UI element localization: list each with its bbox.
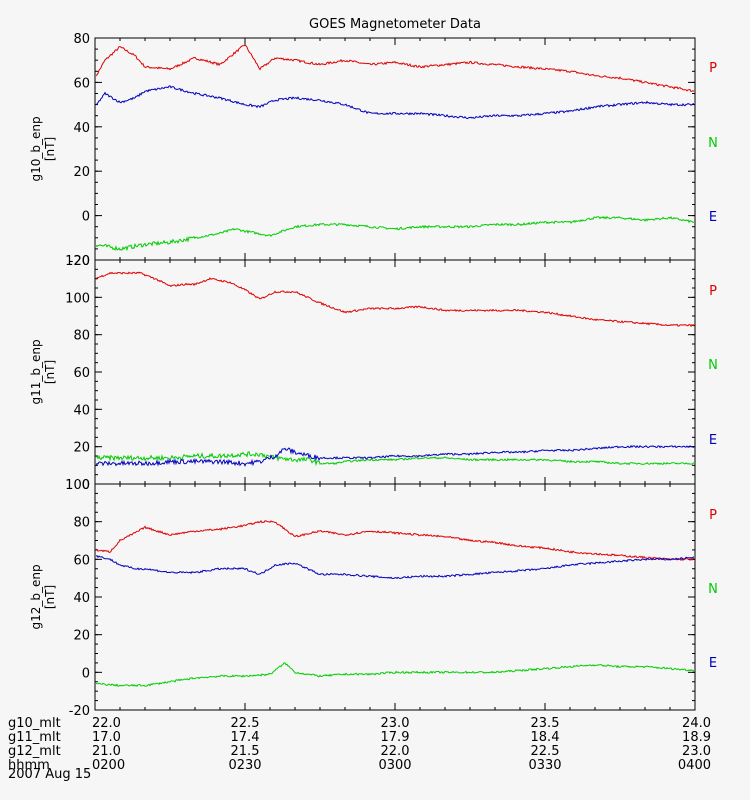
legend-n: N bbox=[708, 358, 718, 373]
x-row-value: 18.4 bbox=[531, 730, 560, 745]
legend-p: P bbox=[709, 508, 717, 523]
x-row-value: 21.5 bbox=[231, 744, 260, 759]
series-line-n bbox=[96, 662, 694, 688]
y-tick-label: 0 bbox=[82, 666, 90, 681]
panel-2: 0 20 40 60 80 100 120 g11_b_enp [nT] P N E bbox=[29, 254, 718, 493]
panel-1: -20 0 20 40 60 80 g10_b_enp [nT] P N E bbox=[29, 32, 718, 269]
legend-n: N bbox=[708, 136, 718, 151]
y-tick-label: 60 bbox=[73, 76, 90, 91]
y-tick-label: 40 bbox=[73, 403, 90, 418]
y-tick-label: 20 bbox=[73, 629, 90, 644]
x-row-value: 22.5 bbox=[231, 716, 260, 731]
x-row-value: 0300 bbox=[378, 758, 411, 773]
y-tick-label: 100 bbox=[65, 291, 90, 306]
series-line-e bbox=[96, 555, 694, 580]
y-axis-units: [nT] bbox=[43, 137, 57, 161]
y-tick-label: 20 bbox=[73, 165, 90, 180]
panel-frame bbox=[94, 37, 696, 261]
y-tick-label: 20 bbox=[73, 441, 90, 456]
series-line-p bbox=[96, 44, 694, 93]
x-row-label: hhmm bbox=[8, 758, 50, 773]
y-axis-label: g11_b_enp bbox=[29, 339, 43, 404]
x-row-value: 24.0 bbox=[682, 716, 711, 731]
x-row-value: 23.0 bbox=[381, 716, 410, 731]
x-row-value: 22.0 bbox=[381, 744, 410, 759]
y-tick-label: 0 bbox=[82, 478, 90, 493]
legend-e: E bbox=[709, 656, 717, 671]
x-row-value: 0330 bbox=[528, 758, 561, 773]
chart-title: GOES Magnetometer Data bbox=[309, 17, 481, 32]
x-row-value: 23.0 bbox=[682, 744, 711, 759]
legend-n: N bbox=[708, 582, 718, 597]
y-tick-label: -20 bbox=[69, 254, 90, 269]
y-tick-label: 80 bbox=[73, 329, 90, 344]
legend-p: P bbox=[709, 284, 717, 299]
panel-3: -20 0 20 40 60 80 100 g12_b_enp [nT] P N E bbox=[29, 478, 718, 719]
x-row-value: 17.4 bbox=[231, 730, 260, 745]
panel-frame bbox=[94, 259, 696, 485]
series-line-e bbox=[96, 444, 694, 467]
series-line-n bbox=[96, 215, 694, 252]
y-tick-label: 120 bbox=[65, 254, 90, 269]
x-row-value: 17.9 bbox=[381, 730, 410, 745]
y-tick-label: 0 bbox=[82, 210, 90, 225]
y-tick-label: 60 bbox=[73, 553, 90, 568]
y-tick-label: 40 bbox=[73, 121, 90, 136]
x-row-value: 18.9 bbox=[682, 730, 711, 745]
x-axis-rows: g10_mlt 22.0 22.5 23.0 23.5 24.0 g11_mlt 17.0 17… bbox=[8, 716, 711, 773]
x-row-label: g10_mlt bbox=[8, 716, 61, 731]
x-row-value: 21.0 bbox=[92, 744, 121, 759]
series-line-p bbox=[96, 520, 694, 561]
x-row-value: 0230 bbox=[228, 758, 261, 773]
legend-p: P bbox=[709, 61, 717, 76]
x-row-value: 0200 bbox=[92, 758, 125, 773]
y-tick-label: 80 bbox=[73, 32, 90, 47]
y-tick-label: -20 bbox=[69, 704, 90, 719]
y-tick-label: 80 bbox=[73, 516, 90, 531]
y-axis-label: g10_b_enp bbox=[29, 116, 43, 181]
y-tick-label: 40 bbox=[73, 591, 90, 606]
x-row-value: 17.0 bbox=[92, 730, 121, 745]
series-line-p bbox=[96, 271, 694, 328]
y-axis-label: g12_b_enp bbox=[29, 564, 43, 629]
x-row-value: 22.5 bbox=[531, 744, 560, 759]
x-row-label: g11_mlt bbox=[8, 730, 61, 745]
y-tick-label: 100 bbox=[65, 478, 90, 493]
panel-frame bbox=[94, 483, 696, 711]
x-row-value: 23.5 bbox=[531, 716, 560, 731]
legend-e: E bbox=[709, 433, 717, 448]
x-row-label: g12_mlt bbox=[8, 744, 61, 759]
x-row-value: 22.0 bbox=[92, 716, 121, 731]
y-axis-units: [nT] bbox=[43, 585, 57, 609]
legend-e: E bbox=[709, 210, 717, 225]
y-tick-label: 60 bbox=[73, 366, 90, 381]
series-line-e bbox=[96, 85, 694, 120]
y-axis-units: [nT] bbox=[43, 360, 57, 384]
x-row-value: 0400 bbox=[678, 758, 711, 773]
date-label: 2007 Aug 15 bbox=[8, 767, 91, 782]
series-line-n bbox=[96, 451, 694, 467]
